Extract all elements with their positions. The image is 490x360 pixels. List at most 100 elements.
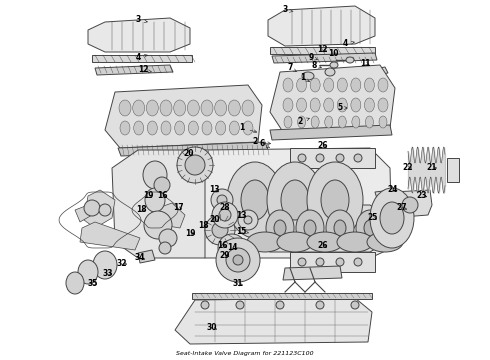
Text: 24: 24	[388, 185, 398, 194]
Ellipse shape	[338, 116, 346, 128]
Ellipse shape	[321, 180, 349, 220]
Text: 12: 12	[317, 45, 327, 54]
Polygon shape	[250, 205, 390, 252]
Ellipse shape	[238, 210, 258, 230]
Ellipse shape	[143, 161, 167, 189]
Text: 32: 32	[117, 258, 127, 267]
Text: 19: 19	[143, 192, 153, 201]
Ellipse shape	[354, 258, 362, 266]
Polygon shape	[84, 190, 115, 228]
Polygon shape	[175, 298, 372, 344]
Polygon shape	[105, 85, 262, 148]
Text: 1: 1	[300, 73, 310, 82]
Ellipse shape	[84, 200, 100, 216]
Ellipse shape	[356, 210, 384, 246]
Text: 29: 29	[220, 251, 230, 260]
Ellipse shape	[310, 78, 320, 92]
Ellipse shape	[324, 98, 334, 112]
Text: 20: 20	[210, 216, 220, 225]
Text: 30: 30	[207, 324, 217, 333]
Ellipse shape	[236, 301, 244, 309]
Ellipse shape	[346, 57, 354, 63]
Ellipse shape	[219, 209, 231, 221]
Ellipse shape	[334, 220, 346, 236]
Ellipse shape	[352, 116, 360, 128]
Text: 26: 26	[318, 242, 328, 251]
Ellipse shape	[66, 272, 84, 294]
Text: 35: 35	[88, 279, 98, 288]
Text: 1: 1	[240, 123, 257, 133]
Ellipse shape	[370, 188, 414, 248]
Ellipse shape	[302, 72, 314, 80]
Bar	[290, 252, 375, 272]
Text: 31: 31	[233, 279, 243, 288]
Polygon shape	[268, 6, 375, 46]
Ellipse shape	[174, 121, 185, 135]
Ellipse shape	[161, 121, 171, 135]
Ellipse shape	[242, 100, 254, 116]
Ellipse shape	[379, 116, 387, 128]
Ellipse shape	[296, 98, 307, 112]
Polygon shape	[75, 205, 92, 222]
Ellipse shape	[145, 188, 165, 212]
Text: 10: 10	[328, 49, 338, 58]
Ellipse shape	[277, 232, 313, 252]
Ellipse shape	[311, 116, 319, 128]
Ellipse shape	[364, 220, 376, 236]
Ellipse shape	[266, 210, 294, 246]
Ellipse shape	[218, 234, 246, 262]
Ellipse shape	[351, 78, 361, 92]
Polygon shape	[182, 148, 392, 258]
Text: 17: 17	[172, 203, 183, 212]
Ellipse shape	[99, 204, 111, 216]
Ellipse shape	[244, 216, 252, 224]
Text: 3: 3	[135, 15, 147, 24]
Ellipse shape	[215, 100, 227, 116]
Ellipse shape	[229, 121, 239, 135]
Text: 6: 6	[259, 139, 270, 148]
Text: 26: 26	[318, 141, 328, 150]
Ellipse shape	[378, 98, 388, 112]
Ellipse shape	[216, 121, 226, 135]
Ellipse shape	[296, 210, 324, 246]
Text: 4: 4	[135, 53, 147, 62]
Text: 13: 13	[236, 211, 246, 220]
Ellipse shape	[134, 121, 144, 135]
Polygon shape	[270, 65, 395, 135]
Bar	[192, 293, 372, 299]
Text: 33: 33	[103, 269, 113, 278]
Ellipse shape	[351, 301, 359, 309]
Ellipse shape	[185, 155, 205, 175]
Ellipse shape	[283, 78, 293, 92]
Ellipse shape	[147, 100, 158, 116]
Text: 9: 9	[308, 53, 318, 62]
Bar	[92, 55, 192, 62]
Ellipse shape	[326, 210, 354, 246]
Ellipse shape	[354, 154, 362, 162]
Ellipse shape	[296, 78, 307, 92]
Ellipse shape	[297, 116, 306, 128]
Ellipse shape	[78, 260, 98, 284]
Text: 15: 15	[236, 226, 249, 235]
Ellipse shape	[316, 258, 324, 266]
Ellipse shape	[216, 238, 260, 282]
Ellipse shape	[365, 78, 374, 92]
Ellipse shape	[316, 154, 324, 162]
Ellipse shape	[325, 68, 335, 76]
Text: 27: 27	[397, 203, 407, 212]
Polygon shape	[270, 125, 392, 140]
Text: 28: 28	[220, 203, 230, 212]
Ellipse shape	[378, 78, 388, 92]
Ellipse shape	[147, 121, 157, 135]
Polygon shape	[388, 190, 432, 218]
Ellipse shape	[120, 121, 130, 135]
Polygon shape	[95, 65, 173, 75]
Ellipse shape	[337, 78, 347, 92]
Text: 25: 25	[368, 213, 378, 222]
Bar	[290, 148, 375, 168]
Ellipse shape	[144, 211, 172, 239]
Ellipse shape	[233, 255, 243, 265]
Polygon shape	[88, 18, 190, 52]
Polygon shape	[283, 266, 342, 280]
Polygon shape	[118, 142, 268, 156]
